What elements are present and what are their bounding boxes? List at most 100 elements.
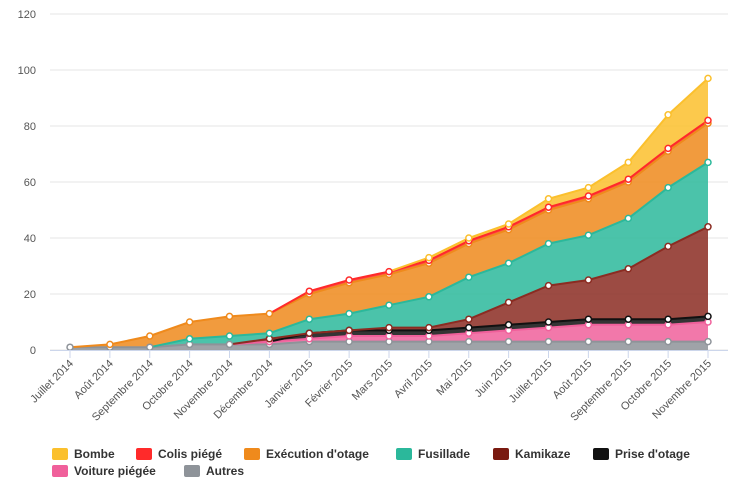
point-prise-d-otage[interactable] <box>544 318 553 326</box>
point-colis-piege[interactable] <box>345 276 353 284</box>
legend-swatch-icon <box>593 448 609 460</box>
point-autres[interactable] <box>465 337 473 346</box>
point-prise-d-otage[interactable] <box>664 315 672 323</box>
point-fusillade[interactable] <box>664 183 672 192</box>
point-autres[interactable] <box>584 337 593 346</box>
point-kamikaze[interactable] <box>345 326 353 335</box>
point-prise-d-otage[interactable] <box>624 315 633 323</box>
point-fusillade[interactable] <box>265 329 274 337</box>
point-autres[interactable] <box>146 343 154 351</box>
y-tick-label: 100 <box>18 65 36 77</box>
x-tick-label: Mai 2015 <box>434 358 474 398</box>
legend-item-bombe[interactable]: Bombe <box>52 446 136 462</box>
point-kamikaze[interactable] <box>425 323 433 332</box>
point-autres[interactable] <box>664 337 672 346</box>
point-execution-d-otage[interactable] <box>265 309 274 318</box>
point-fusillade[interactable] <box>584 231 593 239</box>
legend-item-prise-otage[interactable]: Prise d'otage <box>593 446 703 462</box>
x-tick-label: Avril 2015 <box>392 358 435 401</box>
point-bombe[interactable] <box>624 158 633 167</box>
legend-swatch-icon <box>136 448 152 460</box>
point-colis-piege[interactable] <box>584 192 593 200</box>
point-autres[interactable] <box>504 337 513 346</box>
point-bombe[interactable] <box>465 234 473 242</box>
legend-item-autres[interactable]: Autres <box>184 463 284 479</box>
point-bombe[interactable] <box>425 253 433 262</box>
y-tick-label: 60 <box>24 177 36 189</box>
x-tick-label: Juillet 2015 <box>507 358 555 406</box>
legend-label: Voiture piégée <box>74 464 156 478</box>
point-bombe[interactable] <box>504 220 513 228</box>
point-kamikaze[interactable] <box>504 298 513 307</box>
y-tick-label: 40 <box>24 233 36 245</box>
point-colis-piege[interactable] <box>704 116 712 125</box>
point-fusillade[interactable] <box>385 301 393 309</box>
line-colis-piege <box>268 119 709 315</box>
legend-swatch-icon <box>493 448 509 460</box>
point-colis-piege[interactable] <box>305 287 314 295</box>
point-kamikaze[interactable] <box>624 265 633 273</box>
point-colis-piege[interactable] <box>385 267 393 276</box>
legend-label: Fusillade <box>418 447 471 461</box>
legend-item-kamikaze[interactable]: Kamikaze <box>493 446 593 462</box>
legend-label: Exécution d'otage <box>266 447 369 461</box>
point-bombe[interactable] <box>704 74 712 83</box>
point-kamikaze[interactable] <box>544 281 553 290</box>
point-fusillade[interactable] <box>704 158 712 167</box>
point-fusillade[interactable] <box>544 239 553 248</box>
legend-item-voiture-piegee[interactable]: Voiture piégée <box>52 463 184 479</box>
point-prise-d-otage[interactable] <box>504 321 513 329</box>
point-prise-d-otage[interactable] <box>704 312 712 321</box>
point-colis-piege[interactable] <box>544 203 553 211</box>
point-bombe[interactable] <box>544 195 553 203</box>
legend-label: Bombe <box>74 447 115 461</box>
point-fusillade[interactable] <box>185 335 194 343</box>
point-execution-d-otage[interactable] <box>185 318 194 326</box>
point-autres[interactable] <box>544 337 553 346</box>
point-kamikaze[interactable] <box>664 242 672 251</box>
x-tick-label: Juin 2015 <box>473 358 515 400</box>
point-autres[interactable] <box>704 337 712 346</box>
point-prise-d-otage[interactable] <box>465 323 473 332</box>
legend-item-colis-piege[interactable]: Colis piégé <box>136 446 244 462</box>
point-fusillade[interactable] <box>225 332 234 340</box>
point-kamikaze[interactable] <box>465 315 473 323</box>
point-fusillade[interactable] <box>504 259 513 267</box>
point-execution-d-otage[interactable] <box>106 340 114 349</box>
legend-label: Kamikaze <box>515 447 571 461</box>
x-tick-label: Mars 2015 <box>350 358 395 403</box>
point-fusillade[interactable] <box>345 309 353 318</box>
point-autres[interactable] <box>624 337 633 346</box>
point-bombe[interactable] <box>584 183 593 192</box>
point-colis-piege[interactable] <box>624 175 633 183</box>
legend-swatch-icon <box>184 465 200 477</box>
point-execution-d-otage[interactable] <box>225 312 234 321</box>
point-execution-d-otage[interactable] <box>146 332 154 340</box>
point-bombe[interactable] <box>664 111 672 119</box>
x-tick-label: Juillet 2014 <box>28 358 76 406</box>
legend-swatch-icon <box>52 465 68 477</box>
point-autres[interactable] <box>225 340 234 349</box>
point-fusillade[interactable] <box>624 214 633 223</box>
point-kamikaze[interactable] <box>305 329 314 337</box>
legend: Bombe Colis piégé Exécution d'otage Fusi… <box>52 446 732 480</box>
point-autres[interactable] <box>66 343 74 351</box>
area-kamikaze <box>70 226 708 348</box>
y-tick-label: 0 <box>30 345 36 357</box>
point-kamikaze[interactable] <box>385 323 393 332</box>
point-fusillade[interactable] <box>305 315 314 323</box>
series-areas <box>70 78 708 350</box>
legend-label: Prise d'otage <box>615 447 690 461</box>
legend-item-fusillade[interactable]: Fusillade <box>396 446 493 462</box>
point-prise-d-otage[interactable] <box>584 315 593 323</box>
point-kamikaze[interactable] <box>704 223 712 231</box>
area-fusillade <box>70 162 708 348</box>
point-fusillade[interactable] <box>465 273 473 281</box>
legend-swatch-icon <box>52 448 68 460</box>
legend-item-execution-otage[interactable]: Exécution d'otage <box>244 446 396 462</box>
data-points <box>66 74 712 351</box>
point-kamikaze[interactable] <box>584 276 593 284</box>
point-fusillade[interactable] <box>425 293 433 301</box>
point-colis-piege[interactable] <box>664 144 672 153</box>
